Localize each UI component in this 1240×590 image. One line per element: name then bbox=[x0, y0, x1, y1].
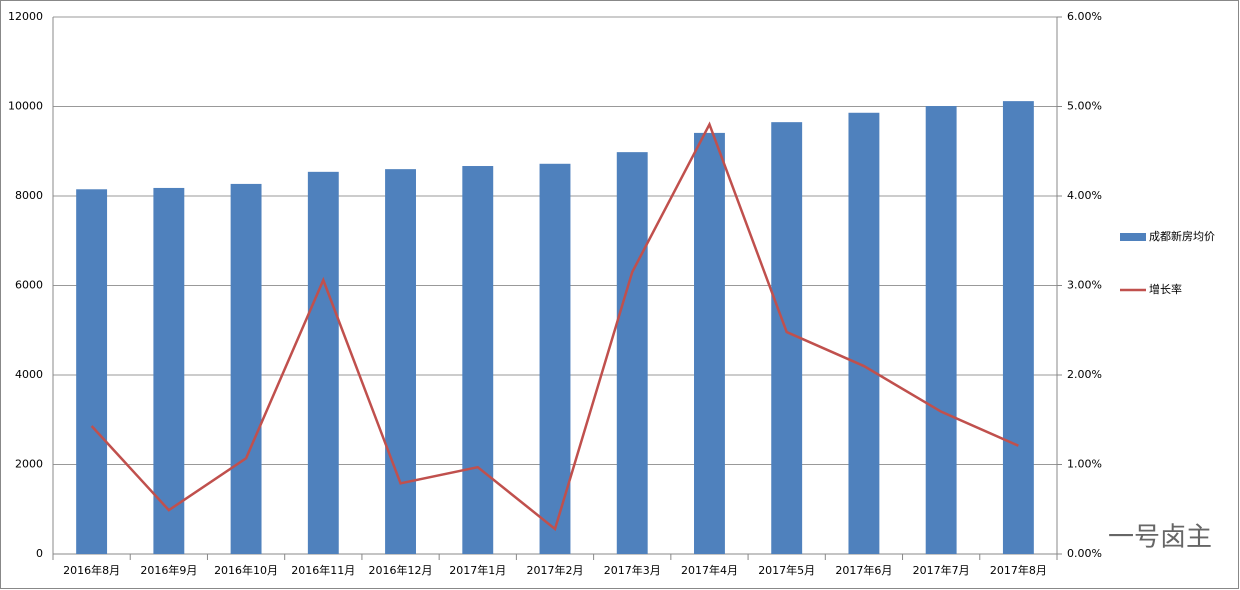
y2-tick-label: 1.00% bbox=[1067, 458, 1102, 471]
y2-tick-label: 4.00% bbox=[1067, 189, 1102, 202]
bar bbox=[76, 189, 108, 554]
x-tick-label: 2017年6月 bbox=[835, 563, 892, 577]
y2-tick-label: 6.00% bbox=[1067, 10, 1102, 23]
x-tick-label: 2017年8月 bbox=[990, 563, 1047, 577]
x-tick-label: 2016年8月 bbox=[63, 563, 120, 577]
y2-tick-label: 5.00% bbox=[1067, 100, 1102, 113]
line bbox=[90, 121, 1019, 532]
bar bbox=[385, 169, 416, 554]
bar bbox=[230, 183, 262, 555]
y2-tick-label: 3.00% bbox=[1067, 279, 1102, 292]
bar bbox=[1002, 101, 1034, 554]
x-tick-label: 2016年10月 bbox=[214, 563, 278, 577]
bar bbox=[153, 187, 185, 554]
x-tick-label: 2017年5月 bbox=[758, 563, 815, 577]
y2-tick-label: 2.00% bbox=[1067, 368, 1102, 381]
bar bbox=[771, 122, 803, 554]
x-tick-label: 2017年7月 bbox=[913, 563, 970, 577]
x-tick-label: 2016年9月 bbox=[140, 563, 197, 577]
y2-tick-label: 0.00% bbox=[1067, 547, 1102, 560]
bar bbox=[307, 171, 339, 554]
bar bbox=[616, 152, 648, 554]
x-tick-label: 2017年4月 bbox=[681, 563, 738, 577]
y-tick-label: 12000 bbox=[8, 10, 43, 23]
y-tick-label: 0 bbox=[36, 547, 43, 560]
bar bbox=[925, 106, 957, 555]
watermark: 一号卤主 bbox=[1108, 523, 1212, 553]
bar bbox=[694, 132, 725, 554]
y-tick-label: 8000 bbox=[15, 189, 43, 202]
x-tick-label: 2017年1月 bbox=[449, 563, 506, 577]
y-tick-label: 10000 bbox=[8, 100, 43, 113]
x-tick-label: 2017年3月 bbox=[604, 563, 661, 577]
x-tick-label: 2016年11月 bbox=[291, 563, 355, 577]
x-tick-label: 2017年2月 bbox=[527, 563, 584, 577]
y-tick-label: 6000 bbox=[15, 279, 43, 292]
legend-swatch bbox=[1120, 233, 1146, 241]
bar bbox=[848, 112, 880, 554]
legend-label: 成都新房均价 bbox=[1149, 229, 1215, 243]
bar bbox=[539, 163, 571, 554]
bar bbox=[462, 166, 494, 554]
y-tick-label: 2000 bbox=[15, 458, 43, 471]
x-tick-label: 2016年12月 bbox=[369, 563, 433, 577]
legend-label: 增长率 bbox=[1149, 282, 1182, 296]
y-tick-label: 4000 bbox=[15, 368, 43, 381]
